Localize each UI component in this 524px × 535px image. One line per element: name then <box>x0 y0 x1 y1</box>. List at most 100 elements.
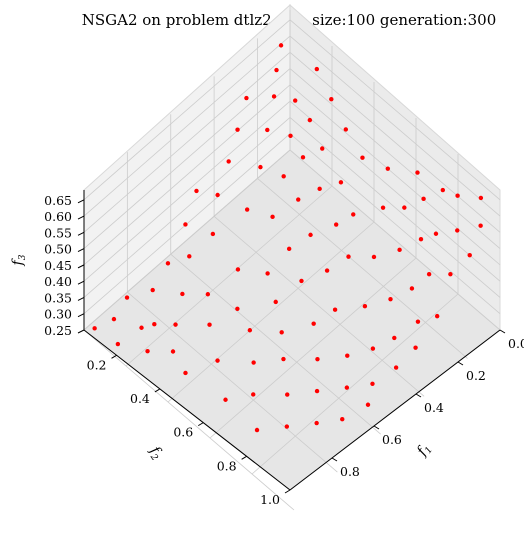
data-point <box>215 358 220 363</box>
data-point <box>346 254 351 259</box>
data-point <box>315 356 320 362</box>
z-grid-line-right <box>289 68 501 249</box>
data-point <box>415 319 421 324</box>
y-ticks: 0.2 0.4 0.6 0.8 1.0 <box>87 354 291 507</box>
data-point <box>183 222 188 227</box>
data-point <box>271 94 277 99</box>
data-points <box>92 43 484 433</box>
z-tick-label: 0.45 <box>44 258 72 273</box>
x-grid-line <box>251 293 459 475</box>
y-grid-line <box>257 178 468 359</box>
data-point <box>351 212 356 217</box>
z-tick-label: 0.65 <box>44 193 72 208</box>
data-point <box>281 174 286 179</box>
data-point <box>226 159 231 164</box>
data-point <box>478 195 484 201</box>
z-grid-line-right <box>289 100 501 282</box>
z-grid-line-right <box>289 149 501 331</box>
z-grid-line-right <box>289 84 501 266</box>
data-point <box>207 322 212 327</box>
data-point <box>385 166 391 171</box>
y-tick-mark <box>284 489 291 494</box>
data-point <box>440 187 446 193</box>
x-grid-line <box>167 221 375 403</box>
data-point <box>205 292 211 297</box>
x-tick-label: 0.0 <box>508 336 524 351</box>
z-grid-line-right <box>289 133 501 315</box>
z-tick-label: 0.50 <box>44 242 72 257</box>
z-grid-line-left <box>83 68 291 249</box>
data-point <box>284 424 290 429</box>
data-point <box>380 205 386 210</box>
data-point <box>296 197 301 202</box>
y-grid-line <box>127 291 338 473</box>
data-point <box>299 278 304 284</box>
z-tick-mark <box>77 280 85 285</box>
data-point <box>317 186 322 192</box>
z-tick-label: 0.60 <box>44 209 72 224</box>
data-point <box>392 335 397 341</box>
data-point <box>194 188 199 194</box>
data-point <box>270 214 275 220</box>
data-point <box>187 254 192 259</box>
data-point <box>370 346 376 351</box>
z-grid-line-left <box>83 117 291 298</box>
data-point <box>92 326 97 331</box>
data-point <box>300 155 306 160</box>
data-point <box>314 420 319 426</box>
x-axis-label: f1 <box>413 441 435 461</box>
z-tick-mark <box>77 231 85 236</box>
data-point <box>223 397 228 402</box>
z-grid-line-left <box>83 35 291 217</box>
z-grid-line-right <box>289 52 501 233</box>
x-grid-line <box>125 185 333 367</box>
data-point <box>124 295 130 300</box>
y-grid-line <box>83 329 295 511</box>
data-point <box>426 271 432 277</box>
x-tick-label: 0.2 <box>466 368 486 383</box>
data-point <box>371 254 377 260</box>
data-point <box>311 321 316 326</box>
data-point <box>254 427 260 433</box>
data-point <box>115 341 121 347</box>
z-grid-line-right <box>289 117 501 298</box>
data-point <box>409 286 415 291</box>
data-point <box>235 306 240 312</box>
data-point <box>308 232 313 238</box>
z-grid-line-left <box>83 149 291 331</box>
z-grid-line-left <box>83 52 291 233</box>
data-point <box>329 97 334 102</box>
z-grid-line-left <box>83 19 291 201</box>
data-point <box>314 66 320 72</box>
data-point <box>370 381 375 387</box>
data-point <box>448 271 453 277</box>
data-point <box>139 325 144 330</box>
data-point <box>258 164 263 170</box>
z-tick-label: 0.35 <box>44 290 72 305</box>
y-tick-mark <box>154 388 161 393</box>
data-point <box>343 127 349 132</box>
data-point <box>324 268 330 273</box>
data-point <box>365 402 371 407</box>
data-point <box>281 356 286 362</box>
data-point <box>180 291 185 297</box>
data-point <box>251 360 256 365</box>
data-point <box>455 228 460 233</box>
axis-lines <box>83 190 501 491</box>
y-tick-label: 0.2 <box>87 357 107 372</box>
x-axis-line <box>289 329 501 491</box>
data-point <box>235 267 241 272</box>
z-tick-label: 0.25 <box>44 323 72 338</box>
y-tick-mark <box>241 455 247 460</box>
data-point <box>111 316 117 322</box>
data-point <box>345 353 350 358</box>
z-tick-label: 0.55 <box>44 225 72 240</box>
data-point <box>273 299 278 305</box>
data-point <box>467 252 472 258</box>
z-axis-label: f3 <box>10 254 28 266</box>
y-grid-line <box>213 216 425 397</box>
data-point <box>333 222 339 227</box>
data-point <box>286 246 292 252</box>
x-ticks: 0.0 0.2 0.4 0.6 0.8 <box>331 329 524 479</box>
